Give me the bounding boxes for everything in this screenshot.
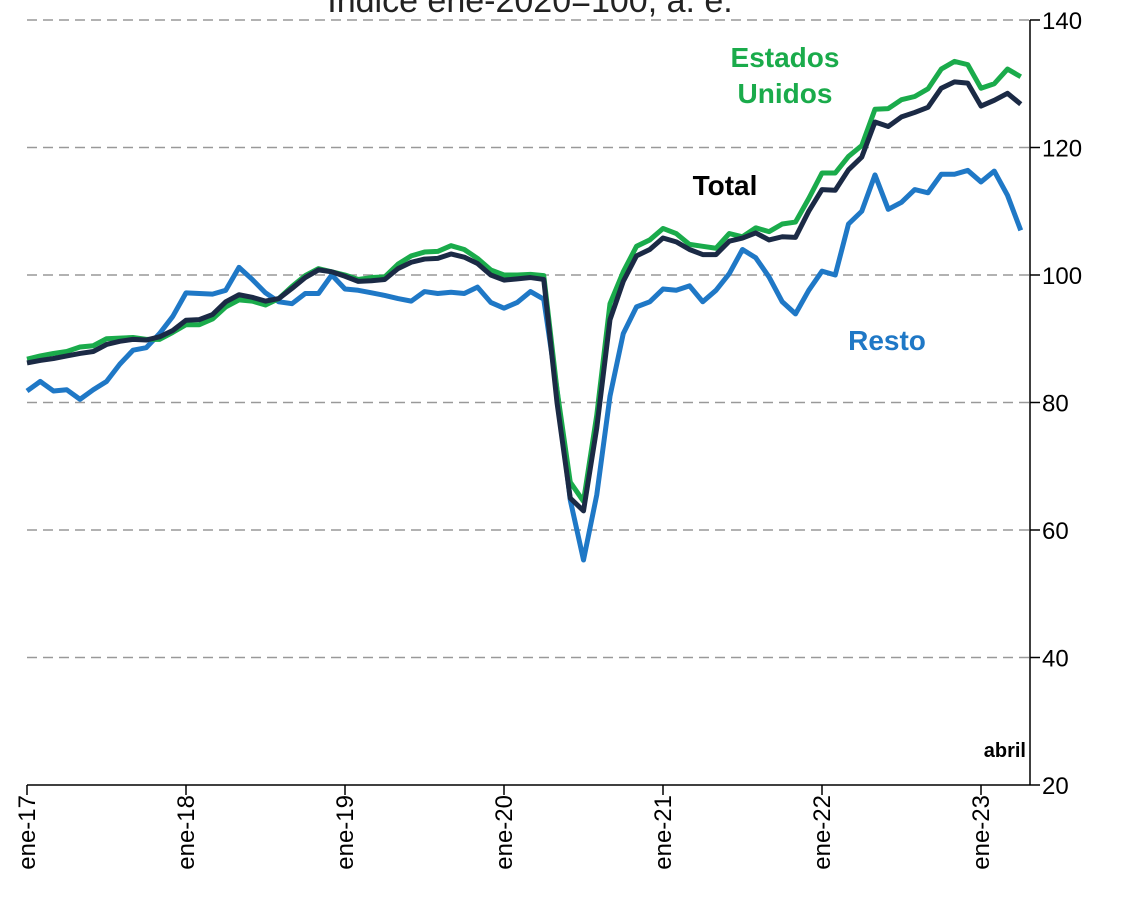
x-tick-label: ene-22	[809, 795, 836, 870]
chart-title: Índice ene-2020=100, a. e.	[327, 0, 733, 20]
series-label: Estados Unidos	[730, 42, 840, 109]
y-tick-label: 100	[1042, 263, 1082, 290]
series-line	[25, 167, 1024, 563]
x-tick-label: ene-19	[332, 795, 359, 870]
annotation: abril	[984, 740, 1026, 762]
x-tick-label: ene-20	[491, 795, 518, 870]
y-tick-label: 80	[1042, 391, 1069, 418]
series-line	[26, 58, 1023, 504]
y-tick-label: 120	[1042, 136, 1082, 163]
y-tick-label: 20	[1042, 773, 1069, 800]
y-tick-label: 60	[1042, 518, 1069, 545]
x-tick-label: ene-21	[650, 795, 677, 870]
series-label: Total	[692, 170, 758, 201]
x-tick-label: ene-17	[14, 795, 41, 870]
y-tick-label: 40	[1042, 646, 1069, 673]
y-tick-label: 140	[1042, 8, 1082, 35]
x-tick-label: ene-18	[173, 795, 200, 870]
x-tick-label: ene-23	[968, 795, 995, 870]
series-line	[26, 79, 1023, 514]
series-label: Resto	[848, 325, 926, 356]
